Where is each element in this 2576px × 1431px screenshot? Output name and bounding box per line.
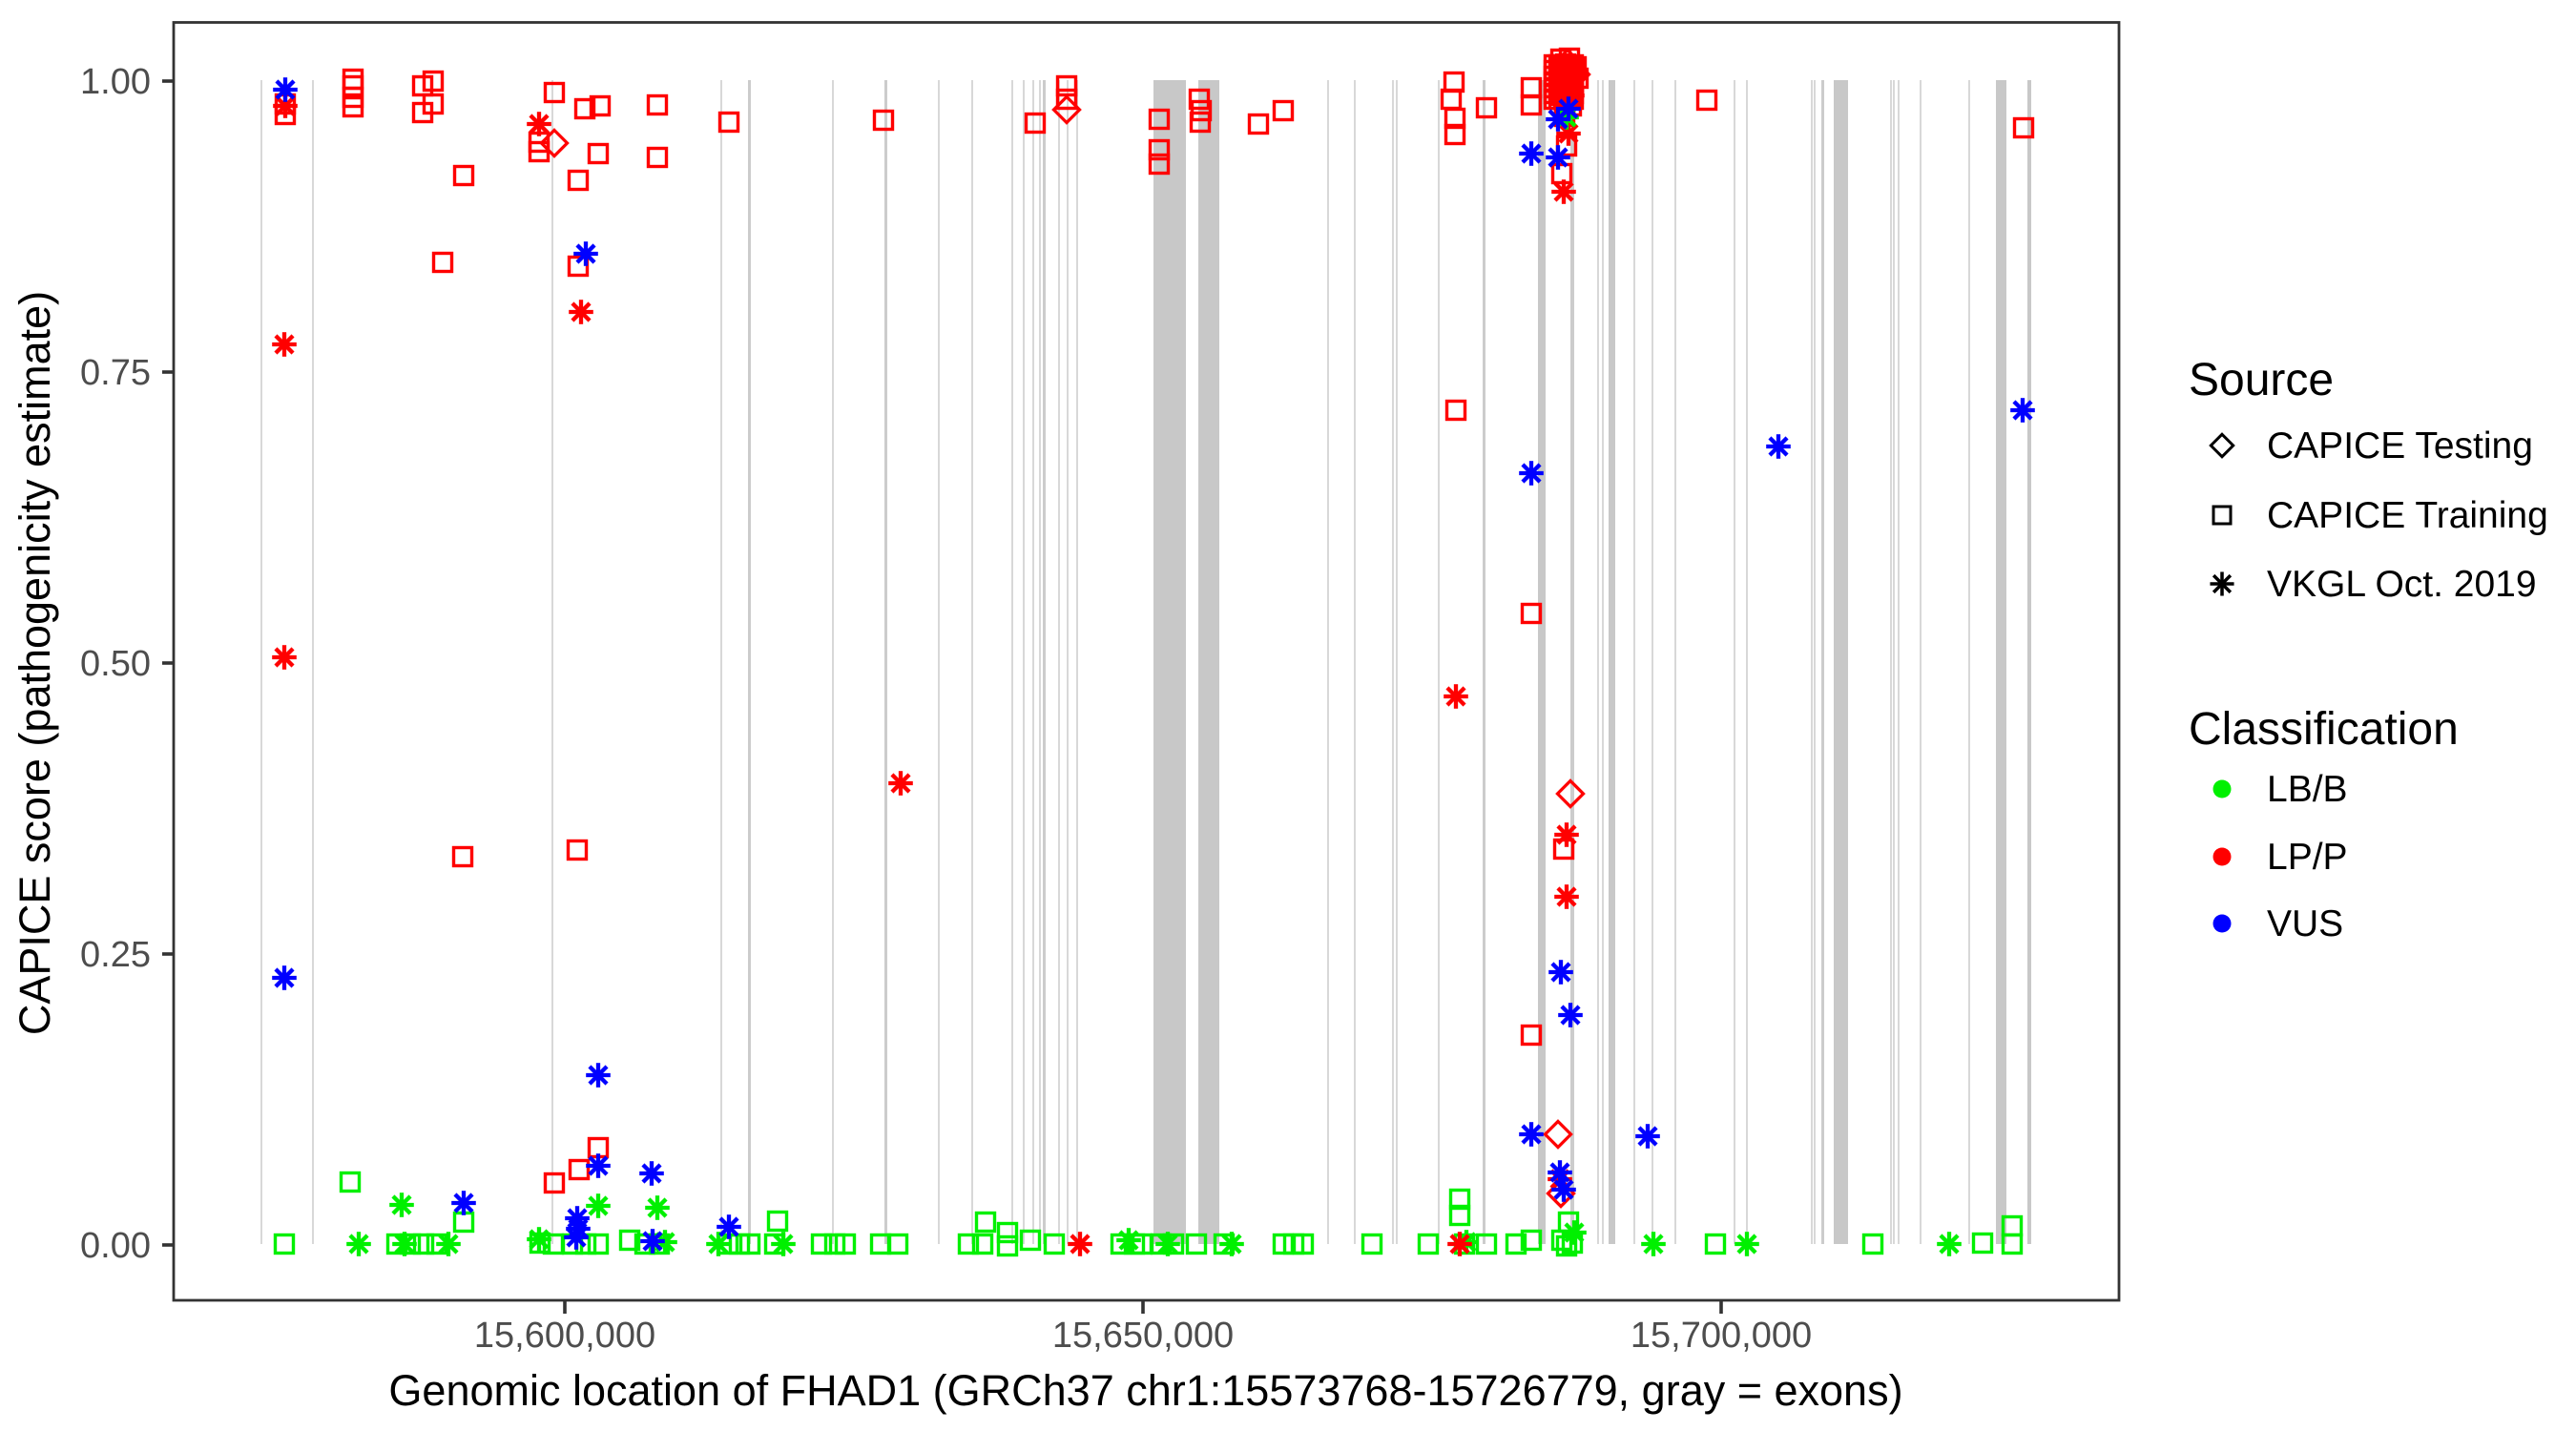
- svg-text:Source: Source: [2189, 355, 2334, 405]
- svg-text:VKGL Oct. 2019: VKGL Oct. 2019: [2267, 564, 2537, 605]
- svg-text:0.75: 0.75: [80, 353, 151, 393]
- svg-text:15,650,000: 15,650,000: [1052, 1316, 1234, 1356]
- svg-text:Classification: Classification: [2189, 704, 2459, 755]
- svg-text:15,700,000: 15,700,000: [1631, 1316, 1812, 1356]
- svg-text:CAPICE Testing: CAPICE Testing: [2267, 425, 2533, 467]
- svg-text:0.25: 0.25: [80, 935, 151, 975]
- svg-text:0.00: 0.00: [80, 1226, 151, 1266]
- svg-text:CAPICE Training: CAPICE Training: [2267, 495, 2548, 536]
- svg-text:15,600,000: 15,600,000: [474, 1316, 655, 1356]
- svg-text:Genomic location of FHAD1 (GRC: Genomic location of FHAD1 (GRCh37 chr1:1…: [388, 1366, 1902, 1415]
- svg-text:VUS: VUS: [2267, 903, 2343, 944]
- svg-text:CAPICE score (pathogenicity es: CAPICE score (pathogenicity estimate): [10, 291, 59, 1035]
- svg-text:0.50: 0.50: [80, 644, 151, 684]
- svg-text:1.00: 1.00: [80, 62, 151, 102]
- svg-text:LB/B: LB/B: [2267, 769, 2348, 810]
- svg-text:LP/P: LP/P: [2267, 837, 2348, 878]
